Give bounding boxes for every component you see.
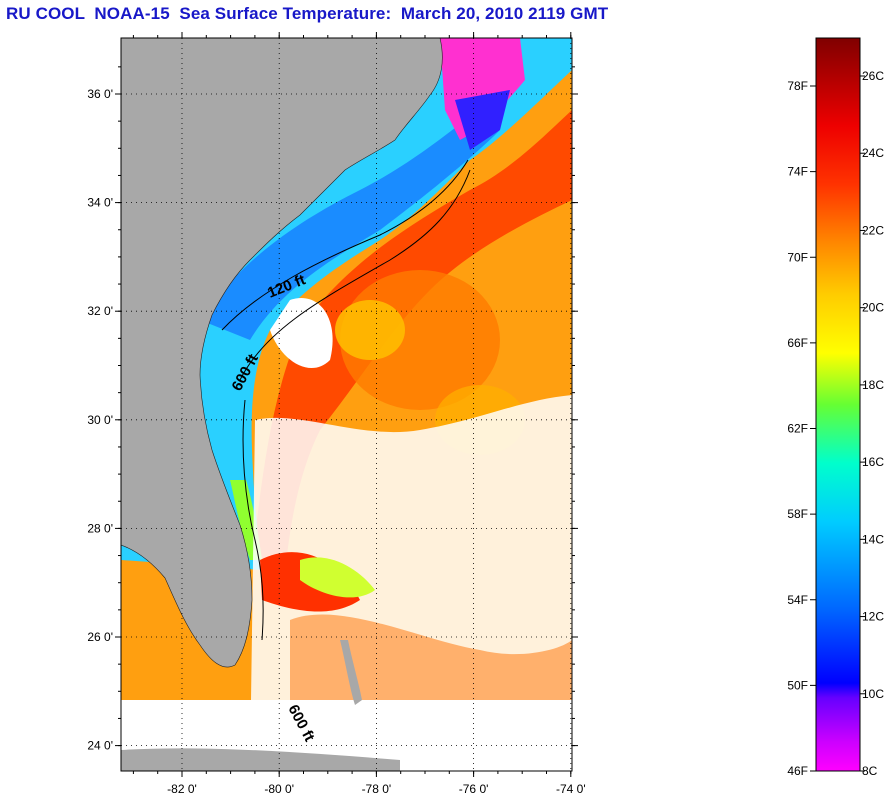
- celsius-label: 12C: [862, 610, 884, 624]
- celsius-label: 24C: [862, 146, 884, 160]
- celsius-tick: 14C: [860, 532, 884, 546]
- fahrenheit-label: 66F: [787, 336, 808, 350]
- lat-tick-label: 32 0': [87, 304, 113, 318]
- fahrenheit-tick: 58F: [787, 507, 816, 521]
- fahrenheit-label: 62F: [787, 422, 808, 436]
- lon-tick-label: -78 0': [362, 782, 392, 796]
- fahrenheit-label: 70F: [787, 250, 808, 264]
- lon-tick-label: -76 0': [459, 782, 489, 796]
- lat-tick: 26 0': [87, 630, 578, 644]
- lat-tick-label: 34 0': [87, 196, 113, 210]
- fahrenheit-label: 74F: [787, 165, 808, 179]
- lat-tick-label: 36 0': [87, 87, 113, 101]
- eddy-core: [335, 300, 405, 360]
- land-mass: [121, 38, 443, 668]
- lat-tick: 28 0': [87, 521, 578, 535]
- map-border: [120, 37, 573, 772]
- celsius-label: 16C: [862, 455, 884, 469]
- celsius-tick: 16C: [860, 455, 884, 469]
- celsius-label: 20C: [862, 301, 884, 315]
- celsius-tick: 26C: [860, 69, 884, 83]
- celsius-label: 22C: [862, 223, 884, 237]
- fahrenheit-tick: 70F: [787, 250, 816, 264]
- lon-tick-label: -80 0': [264, 782, 294, 796]
- celsius-label: 10C: [862, 687, 884, 701]
- celsius-tick: 10C: [860, 687, 884, 701]
- andros-island: [340, 640, 362, 705]
- isobath-600-ft: [239, 169, 471, 381]
- celsius-tick: 18C: [860, 378, 884, 392]
- lat-tick: 30 0': [87, 413, 578, 427]
- fahrenheit-label: 54F: [787, 593, 808, 607]
- isobath-120-ft: [221, 159, 469, 331]
- isobath-600-ft-south: [242, 399, 264, 641]
- cloud-patch: [270, 298, 333, 369]
- fahrenheit-label: 46F: [787, 764, 808, 778]
- lat-tick-label: 24 0': [87, 739, 113, 753]
- fahrenheit-tick: 46F: [787, 764, 816, 778]
- lon-tick-label: -74 0': [556, 782, 586, 796]
- celsius-tick: 24C: [860, 146, 884, 160]
- celsius-label: 14C: [862, 532, 884, 546]
- gulf-stream: [252, 110, 572, 575]
- celsius-label: 26C: [862, 69, 884, 83]
- fahrenheit-tick: 78F: [787, 79, 816, 93]
- colorbar-gradient: [815, 37, 861, 772]
- fahrenheit-tick: 66F: [787, 336, 816, 350]
- latitude-axis: 36 0' 34 0' 32 0' 30 0' 28 0' 26 0' 24 0': [87, 66, 578, 753]
- lat-tick: 36 0': [87, 87, 578, 101]
- lat-tick-label: 28 0': [87, 521, 113, 535]
- colorbar-fahrenheit-scale: 78F 74F 70F 66F 62F 58F 54F 50F 46F: [787, 79, 816, 778]
- celsius-label: 18C: [862, 378, 884, 392]
- cuba-land: [121, 748, 400, 771]
- fahrenheit-tick: 62F: [787, 422, 816, 436]
- fahrenheit-label: 78F: [787, 79, 808, 93]
- very-cold-water: [455, 90, 510, 150]
- fahrenheit-tick: 74F: [787, 165, 816, 179]
- celsius-tick: 12C: [860, 610, 884, 624]
- celsius-tick: 8C: [860, 764, 878, 778]
- cold-coastal-band: [200, 105, 500, 340]
- longitude-axis: -82 0' -80 0' -78 0' -76 0' -74 0': [132, 32, 586, 796]
- lat-tick-label: 30 0': [87, 413, 113, 427]
- fahrenheit-tick: 54F: [787, 593, 816, 607]
- page-title: RU COOL NOAA-15 Sea Surface Temperature:…: [6, 4, 609, 23]
- fahrenheit-tick: 50F: [787, 678, 816, 692]
- fahrenheit-label: 58F: [787, 507, 808, 521]
- celsius-tick: 20C: [860, 301, 884, 315]
- colorbar-celsius-scale: 26C 24C 22C 20C 18C 16C 14C 12C 10C 8C: [860, 69, 884, 778]
- lon-tick-label: -82 0': [167, 782, 197, 796]
- celsius-label: 8C: [862, 764, 878, 778]
- celsius-tick: 22C: [860, 223, 884, 237]
- map-image: [121, 38, 572, 771]
- bahamas-shallow: [300, 557, 375, 598]
- lat-tick-label: 26 0': [87, 630, 113, 644]
- fahrenheit-label: 50F: [787, 678, 808, 692]
